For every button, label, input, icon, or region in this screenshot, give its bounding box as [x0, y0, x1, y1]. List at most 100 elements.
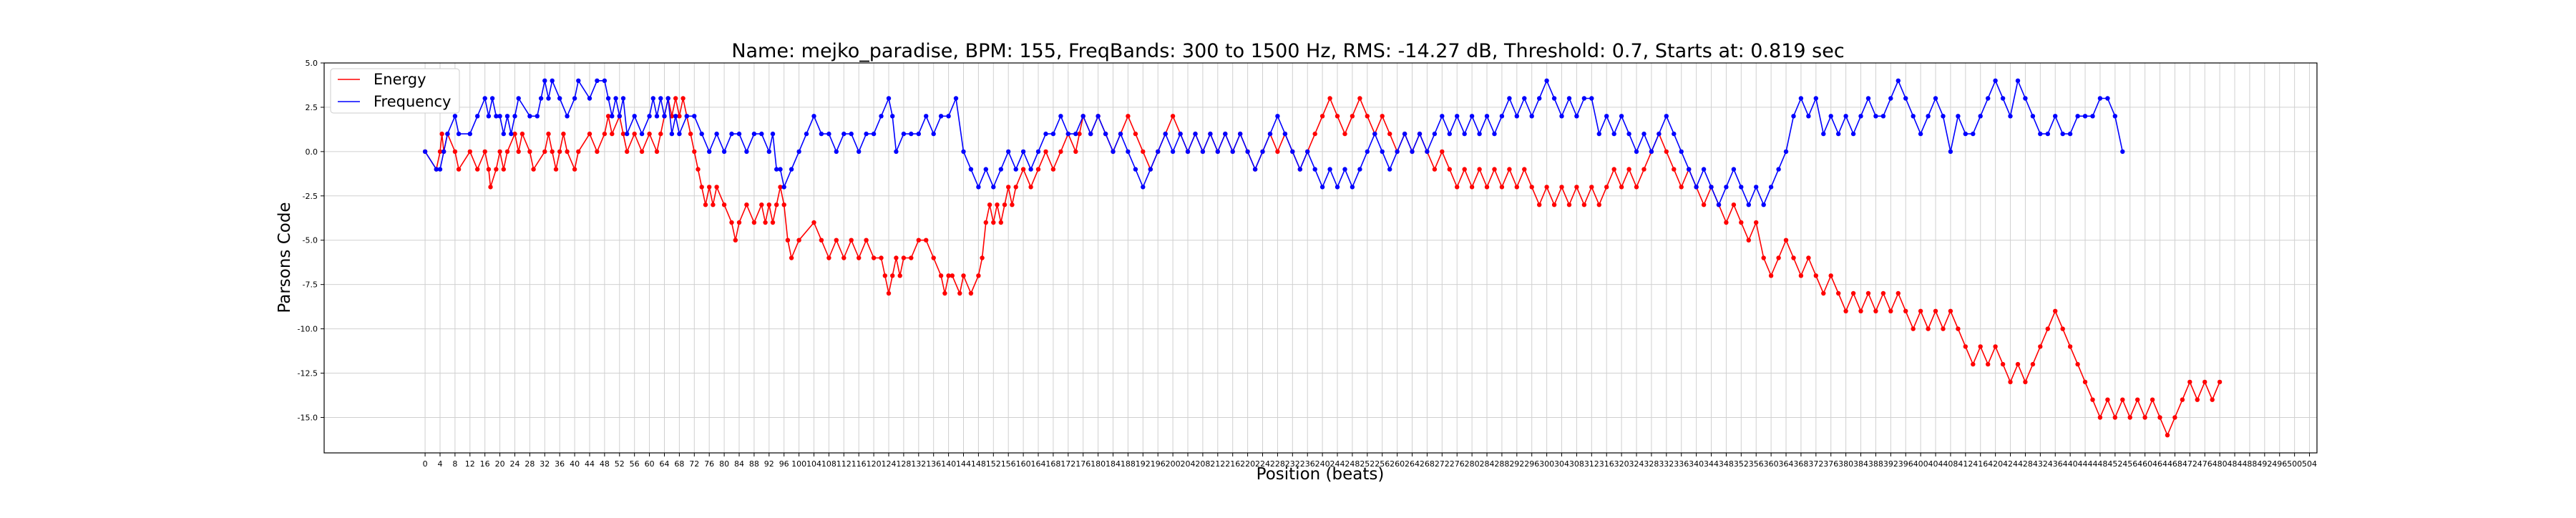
x-tick-label: 456: [2122, 459, 2137, 469]
data-point-energy: [677, 114, 682, 119]
data-point-frequency: [721, 149, 727, 155]
data-point-energy: [946, 273, 951, 278]
data-point-energy: [527, 149, 532, 155]
data-point-energy: [1566, 202, 1572, 207]
data-point-energy: [2082, 379, 2088, 385]
x-tick-label: 300: [1539, 459, 1554, 469]
data-point-frequency: [576, 78, 581, 84]
x-tick-label: 496: [2272, 459, 2287, 469]
legend: Energy Frequency: [330, 68, 460, 114]
data-point-energy: [669, 114, 675, 119]
data-point-frequency: [1118, 131, 1123, 137]
data-point-energy: [1073, 149, 1078, 155]
data-point-frequency: [684, 114, 689, 119]
data-point-energy: [811, 220, 816, 225]
data-point-frequency: [1836, 131, 1841, 137]
data-point-energy: [1574, 185, 1579, 190]
data-point-frequency: [886, 96, 892, 101]
data-point-energy: [1776, 255, 1781, 260]
x-tick-label: 212: [1210, 459, 1225, 469]
data-point-frequency: [961, 149, 966, 155]
x-tick-label: 476: [2197, 459, 2212, 469]
x-tick-label: 304: [1554, 459, 1569, 469]
legend-box: [330, 68, 460, 114]
data-point-energy: [711, 202, 716, 207]
data-point-energy: [2180, 397, 2185, 402]
data-point-frequency: [1267, 131, 1273, 137]
data-point-frequency: [811, 114, 816, 119]
x-tick-label: 236: [1300, 459, 1315, 469]
data-point-frequency: [1372, 131, 1377, 137]
data-point-energy: [778, 185, 783, 190]
data-point-frequency: [516, 96, 521, 101]
x-tick-label: 104: [806, 459, 821, 469]
data-point-frequency: [658, 96, 663, 101]
data-point-frequency: [437, 167, 443, 172]
data-point-frequency: [1319, 185, 1325, 190]
data-point-frequency: [2023, 96, 2028, 101]
data-point-energy: [901, 255, 907, 260]
data-point-frequency: [871, 131, 877, 137]
data-point-frequency: [2000, 96, 2006, 101]
data-point-energy: [1731, 202, 1737, 207]
data-point-energy: [576, 149, 581, 155]
data-point-frequency: [673, 114, 678, 119]
data-point-frequency: [475, 114, 480, 119]
data-point-frequency: [1701, 167, 1707, 172]
data-point-energy: [620, 131, 626, 137]
data-point-frequency: [2060, 131, 2065, 137]
data-point-frequency: [602, 78, 608, 84]
data-point-energy: [452, 149, 458, 155]
data-point-frequency: [789, 167, 794, 172]
data-point-frequency: [2067, 131, 2073, 137]
data-point-frequency: [1133, 167, 1138, 172]
data-point-frequency: [1200, 149, 1206, 155]
data-point-energy: [864, 238, 869, 243]
x-tick-label: 368: [1793, 459, 1808, 469]
data-point-frequency: [650, 96, 655, 101]
data-point-frequency: [1589, 96, 1594, 101]
x-tick-label: 344: [1704, 459, 1719, 469]
data-point-energy: [1492, 167, 1497, 172]
data-point-energy: [553, 167, 559, 172]
data-point-energy: [1335, 114, 1340, 119]
data-point-energy: [531, 167, 536, 172]
data-point-energy: [1365, 114, 1370, 119]
data-point-frequency: [1754, 185, 1759, 190]
x-tick-label: 264: [1405, 459, 1420, 469]
x-tick-label: 492: [2257, 459, 2272, 469]
data-point-energy: [1028, 185, 1033, 190]
data-point-energy: [2053, 308, 2058, 313]
data-point-frequency: [1880, 114, 1886, 119]
data-point-energy: [2067, 344, 2073, 349]
data-point-energy: [1611, 167, 1616, 172]
data-point-frequency: [1918, 131, 1923, 137]
x-tick-label: 144: [956, 459, 971, 469]
x-tick-label: 16: [480, 459, 490, 469]
data-point-frequency: [1193, 131, 1198, 137]
x-tick-label: 312: [1584, 459, 1599, 469]
data-point-frequency: [669, 131, 675, 137]
data-point-frequency: [1948, 149, 1953, 155]
data-point-frequency: [796, 149, 801, 155]
x-tick-label: 276: [1450, 459, 1465, 469]
x-tick-label: 148: [971, 459, 986, 469]
x-tick-label: 240: [1315, 459, 1330, 469]
x-tick-label: 352: [1734, 459, 1749, 469]
x-tick-label: 156: [1001, 459, 1016, 469]
data-point-frequency: [938, 114, 944, 119]
data-point-frequency: [1043, 131, 1048, 137]
x-tick-label: 180: [1091, 459, 1106, 469]
data-point-frequency: [1813, 96, 1818, 101]
chart-title: Name: mejko_paradise, BPM: 155, FreqBand…: [731, 40, 1844, 62]
data-point-frequency: [625, 131, 630, 137]
data-point-energy: [2142, 415, 2147, 420]
data-point-energy: [1813, 273, 1818, 278]
x-tick-label: 400: [1913, 459, 1928, 469]
x-tick-label: 324: [1629, 459, 1644, 469]
data-point-energy: [721, 202, 727, 207]
data-point-frequency: [991, 185, 996, 190]
data-point-energy: [1896, 290, 1901, 296]
data-point-energy: [766, 202, 772, 207]
